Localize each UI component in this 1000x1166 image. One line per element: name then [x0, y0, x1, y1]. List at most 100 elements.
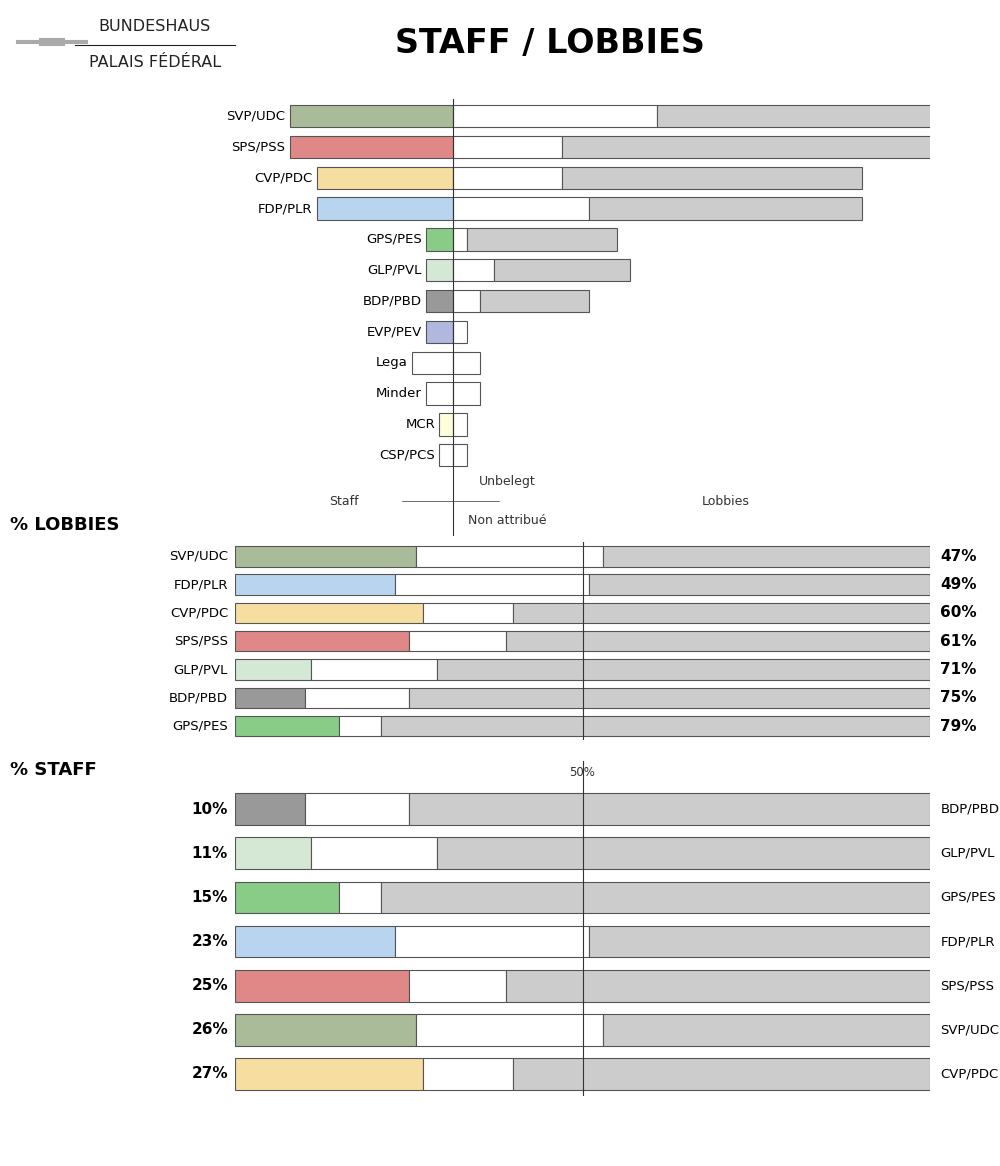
Bar — [506, 631, 930, 652]
Bar — [453, 382, 480, 405]
Text: 15%: 15% — [192, 890, 228, 905]
Text: 61%: 61% — [940, 634, 977, 648]
Text: GLP/PVL: GLP/PVL — [367, 264, 422, 276]
Text: 25%: 25% — [191, 978, 228, 993]
Text: SPS/PSS: SPS/PSS — [231, 140, 285, 154]
Text: Unbelegt: Unbelegt — [479, 476, 536, 489]
Text: EVP/PEV: EVP/PEV — [366, 325, 422, 338]
Text: BUNDESHAUS: BUNDESHAUS — [99, 19, 211, 34]
Bar — [423, 603, 513, 623]
Bar — [381, 881, 930, 913]
Text: 79%: 79% — [940, 718, 977, 733]
Bar — [395, 926, 589, 957]
Bar — [339, 881, 381, 913]
Bar — [423, 1058, 513, 1090]
Text: 60%: 60% — [940, 605, 977, 620]
Text: 23%: 23% — [191, 934, 228, 949]
Bar — [395, 575, 589, 595]
Bar — [290, 105, 453, 127]
Bar — [416, 546, 603, 567]
Bar — [40, 38, 64, 45]
Text: 75%: 75% — [940, 690, 977, 705]
Bar — [453, 413, 467, 436]
Text: 71%: 71% — [940, 662, 977, 677]
Text: BDP/PBD: BDP/PBD — [363, 295, 422, 308]
Bar — [235, 575, 395, 595]
Bar — [235, 660, 311, 680]
Text: CSP/PCS: CSP/PCS — [380, 449, 435, 462]
Text: Lega: Lega — [376, 357, 408, 370]
Bar — [453, 135, 562, 159]
Text: % STAFF: % STAFF — [10, 760, 97, 779]
Text: GLP/PVL: GLP/PVL — [174, 663, 228, 676]
Bar — [437, 660, 930, 680]
Bar — [453, 105, 657, 127]
Text: PALAIS FÉDÉRAL: PALAIS FÉDÉRAL — [89, 56, 221, 70]
Bar — [311, 837, 437, 869]
Text: GPS/PES: GPS/PES — [172, 719, 228, 732]
Bar — [235, 1014, 416, 1046]
Bar — [311, 660, 437, 680]
Bar — [453, 290, 480, 312]
Text: GPS/PES: GPS/PES — [366, 233, 422, 246]
Text: GPS/PES: GPS/PES — [940, 891, 996, 904]
Bar — [589, 575, 930, 595]
Bar — [235, 688, 304, 708]
Bar — [603, 1014, 930, 1046]
Bar — [235, 1058, 423, 1090]
Bar — [506, 970, 930, 1002]
Bar — [437, 837, 930, 869]
Text: CVP/PDC: CVP/PDC — [940, 1067, 999, 1081]
Bar — [235, 603, 423, 623]
Bar — [235, 793, 304, 826]
Bar — [589, 197, 862, 219]
Text: CVP/PDC: CVP/PDC — [254, 171, 313, 184]
Bar — [426, 290, 453, 312]
Text: SPS/PSS: SPS/PSS — [940, 979, 994, 992]
Bar — [426, 382, 453, 405]
Bar — [426, 259, 453, 281]
Bar — [317, 167, 453, 189]
Bar — [304, 688, 409, 708]
Bar — [235, 881, 339, 913]
Text: MCR: MCR — [406, 417, 435, 431]
Bar — [235, 926, 395, 957]
Text: FDP/PLR: FDP/PLR — [174, 578, 228, 591]
Bar — [426, 229, 453, 251]
Text: 49%: 49% — [940, 577, 977, 592]
Text: SPS/PSS: SPS/PSS — [174, 634, 228, 648]
Text: Non attribué: Non attribué — [468, 514, 547, 527]
Bar — [453, 321, 467, 343]
Text: SVP/UDC: SVP/UDC — [226, 110, 285, 122]
Bar — [409, 688, 930, 708]
Bar — [17, 41, 87, 43]
Text: 50%: 50% — [570, 766, 595, 779]
Bar — [409, 631, 506, 652]
Bar — [562, 167, 862, 189]
Bar — [657, 105, 957, 127]
Bar — [409, 793, 930, 826]
Text: BDP/PBD: BDP/PBD — [940, 802, 999, 816]
Bar — [339, 716, 381, 737]
Bar — [513, 603, 930, 623]
Bar — [416, 1014, 603, 1046]
Bar — [453, 167, 562, 189]
Text: FDP/PLR: FDP/PLR — [258, 202, 313, 215]
Bar — [453, 259, 494, 281]
Bar — [513, 1058, 930, 1090]
Text: 11%: 11% — [192, 845, 228, 861]
Text: Staff: Staff — [329, 494, 359, 507]
Text: SVP/UDC: SVP/UDC — [940, 1024, 999, 1037]
Bar — [290, 135, 453, 159]
Bar — [439, 413, 453, 436]
Bar — [426, 321, 453, 343]
Bar — [235, 716, 339, 737]
Text: GLP/PVL: GLP/PVL — [940, 847, 995, 859]
Bar — [409, 970, 506, 1002]
Text: Minder: Minder — [376, 387, 422, 400]
Text: BDP/PBD: BDP/PBD — [169, 691, 228, 704]
Text: CVP/PDC: CVP/PDC — [170, 606, 228, 619]
Bar — [494, 259, 630, 281]
Text: 26%: 26% — [191, 1023, 228, 1038]
Bar — [381, 716, 930, 737]
